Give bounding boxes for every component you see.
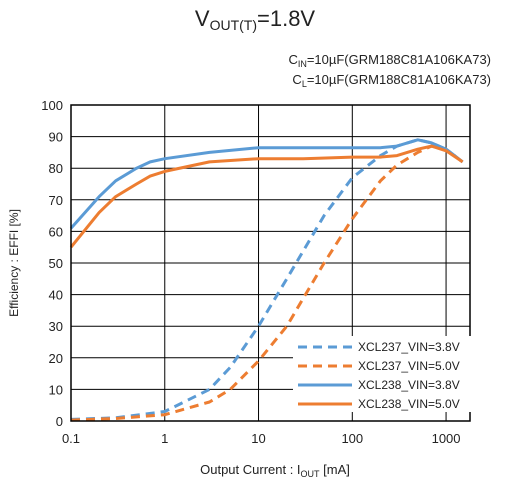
chart-title: VOUT(T)=1.8V [195, 6, 316, 33]
legend-entry: XCL238_VIN=3.8V [358, 378, 460, 392]
condition-cin: CIN=10µF(GRM188C81A106KA73) [288, 52, 491, 69]
x-tick-label: 100 [341, 431, 363, 446]
x-tick-label: 0.1 [62, 431, 80, 446]
y-tick-label: 40 [49, 288, 63, 303]
title-main: V [195, 6, 210, 31]
legend-box [293, 336, 483, 412]
y-tick-label: 60 [49, 224, 63, 239]
y-axis-label: Efficiency : EFFI [%] [7, 209, 21, 317]
x-tick-label: 1000 [432, 431, 461, 446]
y-tick-label: 70 [49, 193, 63, 208]
plot-frame [70, 104, 471, 422]
y-tick-label: 0 [56, 414, 63, 429]
y-tick-label: 100 [41, 98, 63, 113]
y-tick-label: 30 [49, 319, 63, 334]
y-tick-labels: 0 10 20 30 40 50 60 70 80 90 100 [41, 98, 63, 429]
series-layer [69, 138, 464, 422]
legend-entry: XCL237_VIN=5.0V [358, 359, 460, 373]
legend: XCL237_VIN=3.8V XCL237_VIN=5.0V XCL238_VIN… [293, 336, 483, 412]
x-axis-label: Output Current : IOUT [mA] [200, 462, 350, 479]
series-line [70, 144, 464, 422]
y-tick-label: 20 [49, 351, 63, 366]
x-tick-label: 10 [251, 431, 265, 446]
legend-entry: XCL238_VIN=5.0V [358, 397, 460, 411]
condition-cl: CL=10µF(GRM188C81A106KA73) [292, 72, 491, 89]
legend-entry: XCL237_VIN=3.8V [358, 340, 460, 354]
y-tick-label: 90 [49, 130, 63, 145]
y-tick-label: 80 [49, 161, 63, 176]
y-tick-label: 10 [49, 382, 63, 397]
title-rest: =1.8V [257, 6, 315, 31]
x-tick-labels: 0.1 1 10 100 1000 [62, 431, 461, 446]
series-line [69, 138, 464, 230]
title-sub: OUT(T) [210, 17, 257, 33]
y-tick-label: 50 [49, 256, 63, 271]
series-line [69, 144, 464, 249]
x-tick-label: 1 [161, 431, 168, 446]
